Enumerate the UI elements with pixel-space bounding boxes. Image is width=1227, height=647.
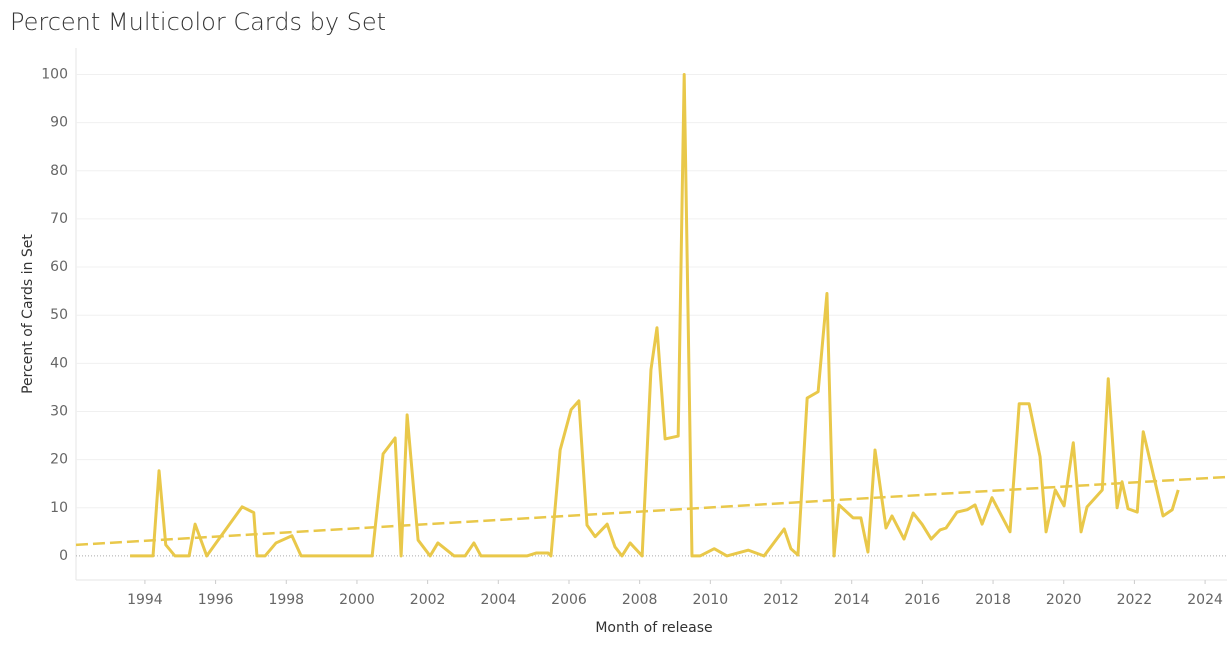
x-tick-label: 2018 <box>975 592 1011 608</box>
y-tick-label: 50 <box>50 307 68 323</box>
y-tick-label: 10 <box>50 500 68 516</box>
x-tick-label: 2022 <box>1117 592 1153 608</box>
data-line <box>130 72 1180 558</box>
x-tick-label: 1994 <box>127 592 163 608</box>
y-tick-label: 90 <box>50 115 68 131</box>
chart-title: Percent Multicolor Cards by Set <box>10 8 386 36</box>
trend-line <box>75 475 1227 547</box>
y-tick-label: 60 <box>50 259 68 275</box>
y-tick-label: 30 <box>50 403 68 419</box>
x-tick-label: 2008 <box>622 592 658 608</box>
x-tick-label: 2014 <box>834 592 870 608</box>
x-tick-label: 2010 <box>693 592 729 608</box>
x-tick-label: 2012 <box>763 592 799 608</box>
y-tick-label: 0 <box>59 548 68 564</box>
y-tick-label: 70 <box>50 211 68 227</box>
x-tick-label: 2016 <box>905 592 941 608</box>
x-tick-label: 1998 <box>268 592 304 608</box>
y-tick-label: 80 <box>50 163 68 179</box>
x-tick-label: 1996 <box>198 592 234 608</box>
x-tick-label: 2006 <box>551 592 587 608</box>
y-tick-label: 20 <box>50 452 68 468</box>
x-tick-label: 2020 <box>1046 592 1082 608</box>
x-axis-label: Month of release <box>595 620 712 636</box>
x-tick-label: 2004 <box>480 592 516 608</box>
y-tick-label: 100 <box>41 66 68 82</box>
y-axis-label: Percent of Cards in Set <box>20 234 36 394</box>
x-tick-label: 2002 <box>410 592 446 608</box>
y-tick-label: 40 <box>50 355 68 371</box>
x-tick-label: 2024 <box>1187 592 1223 608</box>
x-tick-label: 2000 <box>339 592 375 608</box>
